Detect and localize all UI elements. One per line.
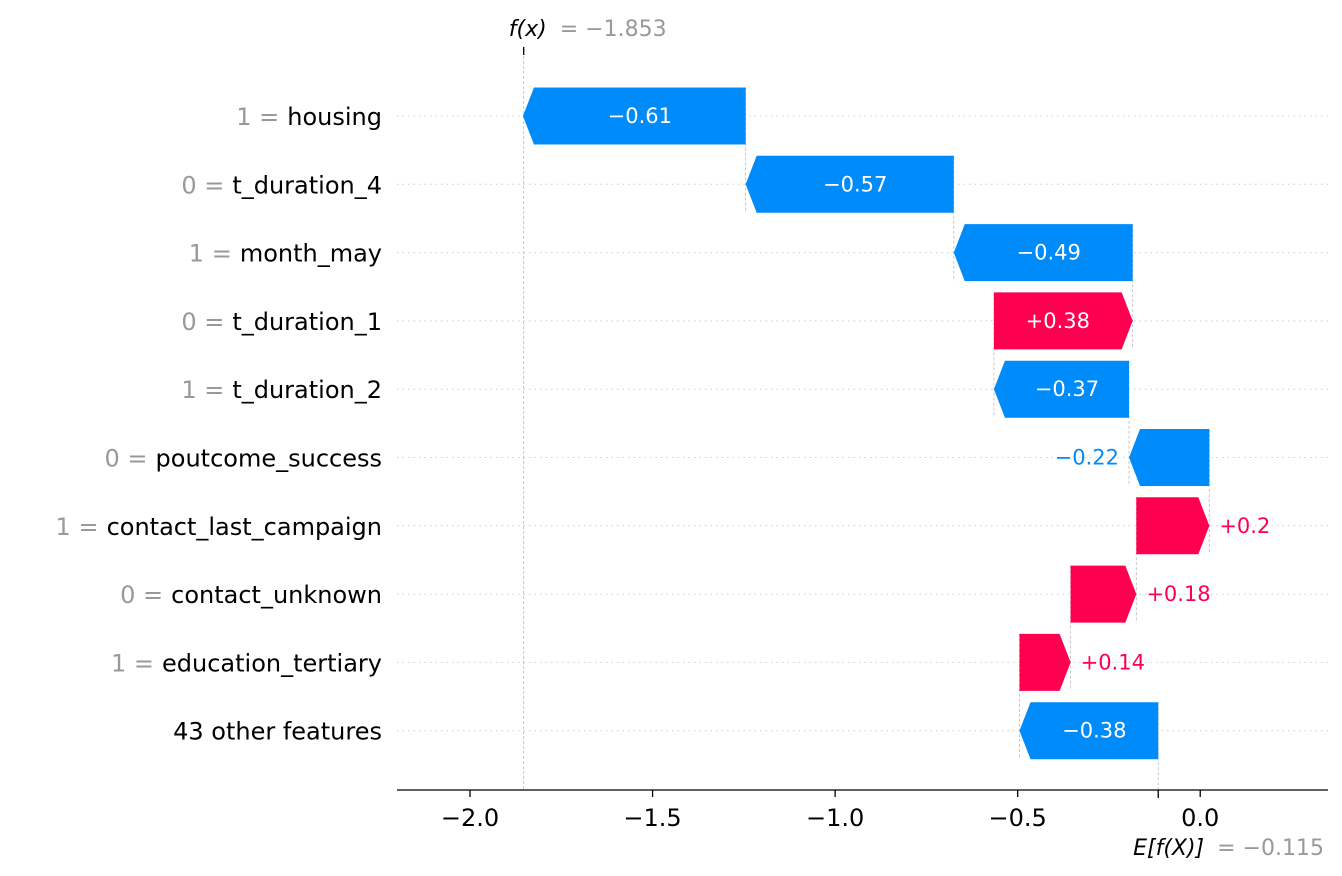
waterfall-bar xyxy=(1019,633,1071,691)
waterfall-bar xyxy=(522,87,746,145)
waterfall-bar xyxy=(745,155,954,213)
waterfall-bar xyxy=(993,360,1130,418)
feature-label: 0 = poutcome_success xyxy=(105,445,382,473)
feature-label: 1 = housing xyxy=(236,103,382,131)
efx-annotation: E[f(X)] = −0.115 xyxy=(1133,790,1324,861)
feature-value: 0 = xyxy=(181,308,224,336)
x-tick-label: 0.0 xyxy=(1181,804,1219,832)
waterfall-bar xyxy=(993,292,1133,350)
feature-name: contact_last_campaign xyxy=(107,513,382,541)
feature-value: 1 = xyxy=(236,103,279,131)
feature-name: 43 other features xyxy=(173,718,382,746)
feature-label: 0 = contact_unknown xyxy=(120,581,382,609)
efx-label: E[f(X)] = −0.115 xyxy=(1133,836,1324,861)
feature-label: 1 = education_tertiary xyxy=(111,649,382,677)
bar-value-label: +0.38 xyxy=(1026,309,1090,333)
feature-name: housing xyxy=(287,103,382,131)
bar-value-label: −0.57 xyxy=(823,172,887,196)
waterfall-bar xyxy=(1129,429,1210,486)
feature-label: 1 = month_may xyxy=(189,240,382,268)
feature-label: 0 = t_duration_4 xyxy=(181,171,382,199)
feature-value: 0 = xyxy=(181,171,224,199)
fx-label-name: f(x) xyxy=(509,17,547,42)
feature-value: 1 = xyxy=(56,513,99,541)
x-tick-label: −0.5 xyxy=(989,804,1047,832)
bar-value-label: +0.18 xyxy=(1146,582,1210,606)
feature-name: t_duration_4 xyxy=(232,171,382,199)
x-tick-label: −1.5 xyxy=(623,804,681,832)
feature-value: 1 = xyxy=(111,649,154,677)
bar-value-label: −0.22 xyxy=(1055,446,1119,470)
feature-name: education_tertiary xyxy=(162,649,382,677)
bar-value-label: −0.49 xyxy=(1017,241,1081,265)
fx-annotation: f(x) = −1.853 xyxy=(509,17,667,55)
feature-name: t_duration_1 xyxy=(232,308,382,336)
feature-label: 1 = t_duration_2 xyxy=(181,376,382,404)
x-tick-label: −1.0 xyxy=(806,804,864,832)
feature-name: month_may xyxy=(240,240,382,268)
feature-value: 1 = xyxy=(181,376,224,404)
x-tick-label: −2.0 xyxy=(441,804,499,832)
feature-label: 0 = t_duration_1 xyxy=(181,308,382,336)
feature-label: 1 = contact_last_campaign xyxy=(56,513,382,541)
bar-value-label: −0.38 xyxy=(1062,719,1126,743)
fx-label-value: = −1.853 xyxy=(560,17,667,42)
feature-value: 1 = xyxy=(189,240,232,268)
waterfall-bar xyxy=(1070,565,1137,623)
waterfall-bar xyxy=(1019,702,1159,760)
bar-value-label: −0.37 xyxy=(1035,377,1099,401)
feature-value: 0 = xyxy=(120,581,163,609)
bar-value-label: +0.14 xyxy=(1081,650,1145,674)
feature-name: t_duration_2 xyxy=(232,376,382,404)
feature-labels: 1 = housing 0 = t_duration_4 1 = month_may 0 =… xyxy=(56,103,382,746)
feature-name: contact_unknown xyxy=(171,581,382,609)
fx-label: f(x) = −1.853 xyxy=(509,17,667,42)
waterfall-bar xyxy=(953,224,1133,282)
efx-label-name: E[f(X)] xyxy=(1133,836,1204,861)
feature-label: 43 other features xyxy=(173,718,382,746)
waterfall-bar xyxy=(1136,497,1210,555)
efx-label-value: = −0.115 xyxy=(1217,836,1324,861)
bar-value-label: −0.61 xyxy=(608,104,672,128)
feature-value: 0 = xyxy=(105,445,148,473)
feature-name: poutcome_success xyxy=(156,445,382,473)
x-axis-ticks: −2.0 −1.5 −1.0 −0.5 0.0 xyxy=(441,790,1219,832)
bars: −0.61 −0.57 −0.49 +0.38 −0.37 −0.22 +0.2 +0.18 +… xyxy=(522,87,1270,760)
bar-value-label: +0.2 xyxy=(1219,514,1270,538)
